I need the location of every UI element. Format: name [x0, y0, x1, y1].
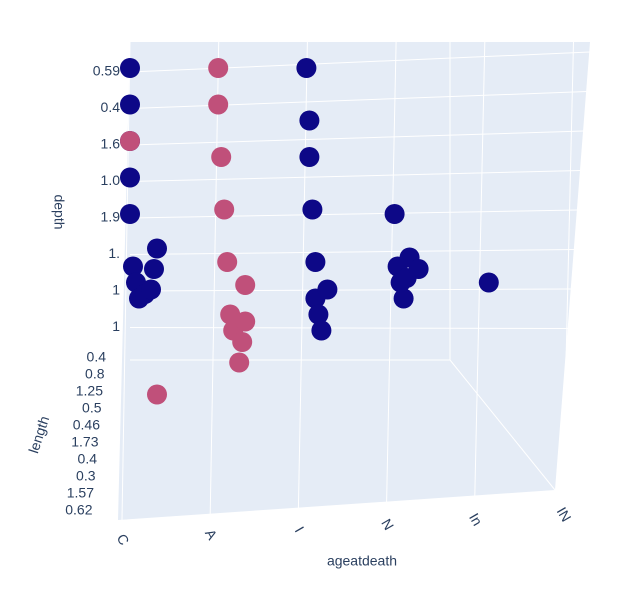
point — [211, 147, 232, 167]
z-axis-title: length — [25, 414, 52, 455]
point — [296, 58, 317, 78]
x-tick-label: I — [292, 524, 308, 535]
y-tick-label: 1.9 — [101, 209, 121, 225]
point — [147, 238, 167, 259]
x-tick-label: In — [466, 510, 486, 528]
x-tick-label: IN — [554, 504, 575, 524]
point — [147, 384, 167, 405]
grid-line — [129, 209, 579, 219]
box-edge — [449, 359, 556, 491]
point — [311, 320, 332, 341]
back-wall — [118, 42, 590, 520]
z-tick-label: 1.57 — [67, 485, 94, 501]
point — [408, 259, 429, 279]
z-tick-label: 0.8 — [85, 366, 105, 382]
y-tick-label: 1 — [112, 282, 120, 298]
y-tick-label: 1.6 — [101, 136, 121, 152]
point — [393, 288, 414, 309]
y-tick-label: 0.59 — [93, 63, 120, 79]
point — [120, 204, 140, 224]
x-tick-label: N — [378, 516, 397, 533]
y-tick-label: 1 — [112, 318, 120, 334]
point — [235, 311, 256, 332]
point — [123, 256, 143, 277]
point — [317, 279, 338, 300]
grid-line — [129, 249, 576, 255]
point — [229, 352, 250, 373]
scene-box — [118, 42, 590, 520]
grid-line — [129, 91, 588, 109]
x-axis-title: ageatdeath — [327, 553, 397, 569]
point — [120, 131, 140, 151]
z-tick-label: 0.5 — [82, 400, 102, 416]
point — [299, 147, 320, 167]
point — [299, 110, 320, 131]
point — [232, 332, 253, 352]
point — [141, 279, 161, 300]
grid-line — [129, 288, 573, 292]
point — [478, 272, 499, 293]
point — [308, 304, 329, 325]
grid-line — [129, 327, 570, 329]
grid-line — [209, 41, 220, 515]
point — [120, 58, 140, 78]
grid-line — [121, 41, 131, 521]
z-tick-label: 0.46 — [73, 417, 100, 433]
point — [220, 304, 241, 325]
point — [214, 199, 235, 220]
z-tick-label: 0.3 — [76, 468, 96, 484]
point — [120, 167, 140, 188]
point — [208, 58, 229, 78]
point — [384, 204, 405, 224]
grid-line — [129, 51, 591, 73]
y-tick-label: 1. — [108, 245, 120, 261]
point — [302, 199, 323, 220]
z-tick-label: 1.25 — [76, 383, 103, 399]
grid-line — [129, 170, 582, 182]
grid-line — [562, 41, 574, 491]
point — [208, 94, 229, 115]
y-axis-title: depth — [51, 194, 67, 229]
z-tick-label: 0.4 — [87, 349, 107, 365]
point — [120, 94, 140, 115]
z-tick-label: 0.62 — [65, 502, 92, 518]
y-tick-label: 1.0 — [101, 172, 121, 188]
point — [144, 259, 164, 279]
z-tick-label: 1.73 — [71, 434, 98, 450]
y-tick-label: 0.4 — [101, 99, 121, 115]
x-tick-label: C — [114, 531, 133, 548]
z-tick-label: 0.4 — [78, 451, 98, 467]
grid-line — [474, 41, 486, 497]
point — [305, 252, 326, 272]
point — [217, 252, 238, 272]
grid-line — [129, 130, 585, 146]
x-tick-label: A — [202, 526, 221, 543]
point — [235, 275, 256, 295]
